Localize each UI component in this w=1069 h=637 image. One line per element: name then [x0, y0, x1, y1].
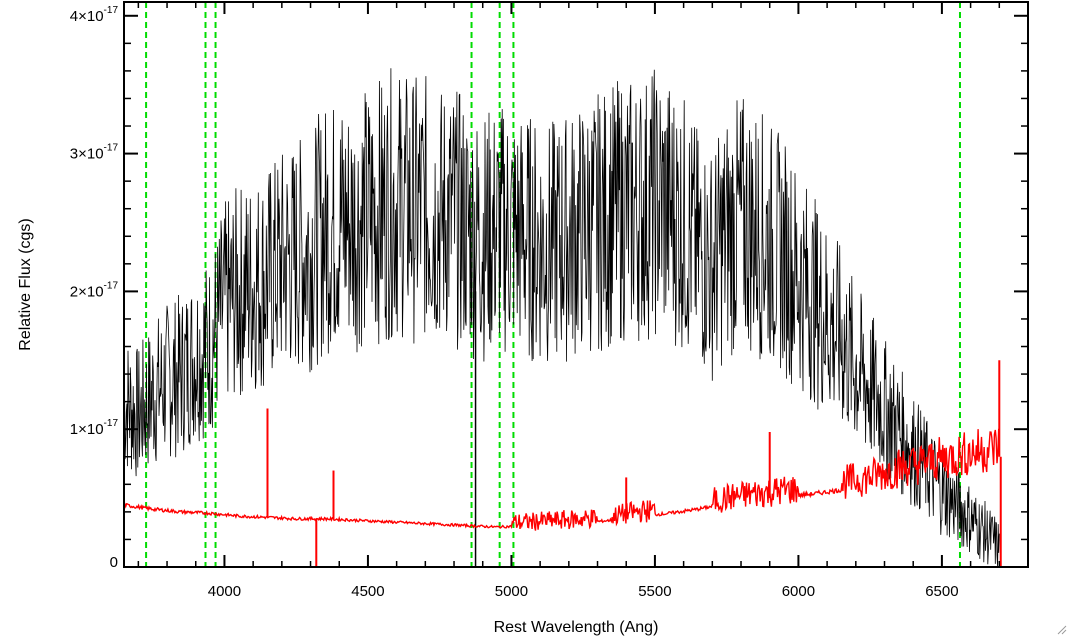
resize-grip-icon[interactable]: [1055, 623, 1067, 635]
y-tick-label: 4×10-17: [70, 5, 119, 25]
series-line-red: [123, 428, 1000, 531]
x-tick-label: 5000: [495, 583, 528, 600]
series-line-black: [123, 68, 1000, 567]
series-layer: [123, 68, 1002, 567]
x-axis-title: Rest Wavelength (Ang): [494, 619, 659, 636]
x-tick-label: 6500: [925, 583, 958, 600]
x-tick-label: 5500: [638, 583, 671, 600]
y-tick-label: 0: [110, 554, 118, 571]
axes: 4000 4500 5000 5500 6000 6500 0 1×10-17 2×10-17 3…: [70, 2, 1028, 600]
x-tick-label: 4000: [208, 583, 241, 600]
x-tick-label: 4500: [351, 583, 384, 600]
y-tick-label: 1×10-17: [70, 418, 119, 438]
y-axis-title: Relative Flux (cgs): [17, 218, 34, 350]
plot-frame: [123, 1, 1029, 568]
y-tick-label: 3×10-17: [70, 143, 119, 163]
y-tick-label: 2×10-17: [70, 280, 119, 300]
x-tick-label: 6000: [782, 583, 815, 600]
